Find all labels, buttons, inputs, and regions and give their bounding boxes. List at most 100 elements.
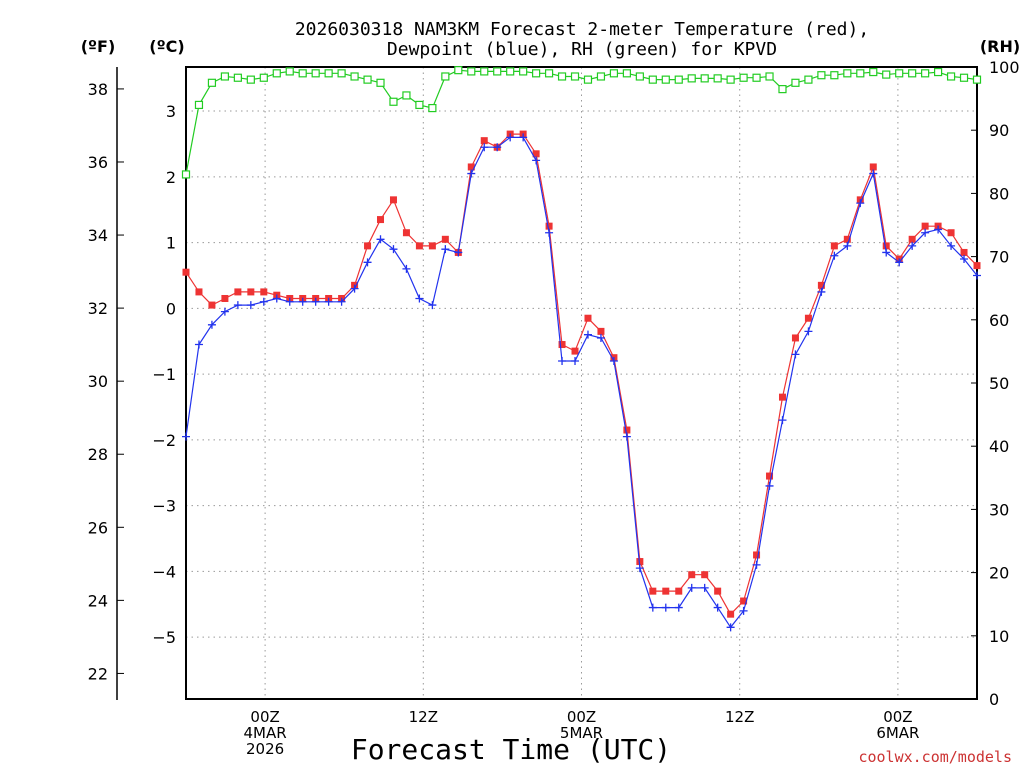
fahrenheit-tick-label: 36 bbox=[88, 153, 108, 172]
axes bbox=[116, 66, 978, 700]
temperature-point bbox=[467, 163, 475, 171]
dewpoint-point bbox=[311, 297, 320, 306]
time-tick-label: 00Z bbox=[250, 708, 279, 726]
dewpoint-point bbox=[233, 301, 242, 310]
temperature-point bbox=[623, 426, 631, 434]
temperature-point bbox=[597, 327, 605, 335]
celsius-tick-label: 3 bbox=[166, 102, 176, 121]
rh-tick-label: 50 bbox=[989, 374, 1009, 393]
dewpoint-point bbox=[765, 481, 774, 490]
temperature-point bbox=[675, 587, 683, 595]
celsius-tick-label: 0 bbox=[166, 299, 176, 318]
temperature-point bbox=[960, 248, 968, 256]
rh-point bbox=[506, 67, 515, 76]
dewpoint-point bbox=[415, 294, 424, 303]
temperature-point bbox=[908, 235, 916, 243]
rh-tick-label: 30 bbox=[989, 500, 1009, 519]
temperature-point bbox=[208, 301, 216, 309]
rh-point bbox=[648, 75, 657, 84]
rh-point bbox=[830, 71, 839, 80]
rh-point bbox=[402, 91, 411, 100]
dewpoint-point bbox=[882, 248, 891, 257]
fahrenheit-tick-label: 38 bbox=[88, 80, 108, 99]
rh-tick-label: 80 bbox=[989, 184, 1009, 203]
celsius-tick-label: −1 bbox=[152, 365, 176, 384]
rh-unit-label: (RH) bbox=[980, 37, 1020, 56]
rh-point bbox=[376, 78, 385, 87]
rh-point bbox=[921, 69, 930, 78]
rh-point bbox=[259, 73, 268, 82]
rh-point bbox=[363, 75, 372, 84]
rh-point bbox=[843, 69, 852, 78]
rh-point bbox=[493, 67, 502, 76]
dewpoint-point bbox=[869, 169, 878, 178]
dewpoint-point bbox=[921, 228, 930, 237]
dewpoint-point bbox=[220, 307, 229, 316]
rh-point bbox=[856, 69, 865, 78]
rh-point bbox=[428, 103, 437, 113]
celsius-tick-label: −2 bbox=[152, 431, 176, 450]
temperature-point bbox=[701, 571, 709, 579]
rh-point bbox=[570, 72, 580, 81]
rh-point bbox=[454, 66, 463, 75]
rh-point bbox=[687, 74, 696, 83]
rh-point bbox=[713, 74, 722, 83]
rh-point bbox=[804, 75, 813, 84]
dewpoint-point bbox=[480, 143, 489, 152]
temperature-point bbox=[532, 150, 540, 158]
rh-tick-label: 10 bbox=[989, 627, 1009, 646]
rh-point bbox=[415, 100, 424, 110]
chart-title-line-1: 2026030318 NAM3KM Forecast 2-meter Tempe… bbox=[295, 19, 869, 40]
dewpoint-point bbox=[622, 432, 631, 441]
rh-point bbox=[337, 69, 346, 78]
rh-point bbox=[895, 69, 904, 78]
temperature-point bbox=[662, 587, 670, 595]
temperature-point bbox=[428, 242, 436, 250]
time-tick-label: 12Z bbox=[409, 708, 438, 726]
celsius-tick-label: 1 bbox=[166, 234, 176, 253]
temperature-point bbox=[402, 229, 410, 237]
dewpoint-point bbox=[596, 333, 605, 342]
dewpoint-point bbox=[713, 603, 722, 612]
dewpoint-point bbox=[583, 330, 592, 339]
celsius-unit-label: (ºC) bbox=[149, 37, 184, 56]
dewpoint-point bbox=[609, 356, 618, 365]
dewpoint-point bbox=[661, 603, 670, 612]
rh-tick-label: 70 bbox=[989, 248, 1009, 267]
time-tick-label: 00Z bbox=[567, 708, 596, 726]
rh-point bbox=[311, 69, 320, 78]
temperature-point bbox=[480, 137, 488, 145]
rh-point bbox=[557, 72, 567, 81]
celsius-tick-label: −3 bbox=[152, 497, 176, 516]
rh-point bbox=[324, 69, 333, 78]
grid-lines bbox=[186, 67, 977, 699]
time-tick-label: 12Z bbox=[725, 708, 754, 726]
dewpoint-point bbox=[298, 297, 307, 306]
temperature-point bbox=[571, 347, 579, 355]
dewpoint-point bbox=[739, 606, 748, 615]
temperature-point bbox=[364, 242, 372, 250]
dewpoint-point bbox=[545, 228, 554, 237]
temperature-point bbox=[584, 314, 592, 322]
dewpoint-point bbox=[207, 320, 216, 329]
fahrenheit-unit-label: (ºF) bbox=[81, 37, 116, 56]
temperature-point bbox=[688, 571, 696, 579]
fahrenheit-tick-label: 32 bbox=[88, 299, 108, 318]
dewpoint-point bbox=[635, 564, 644, 573]
dewpoint-point bbox=[778, 416, 787, 425]
dewpoint-point bbox=[506, 133, 515, 142]
rh-point bbox=[389, 97, 398, 106]
dewpoint-point bbox=[363, 258, 372, 267]
rh-point bbox=[933, 67, 943, 77]
dewpoint-point bbox=[285, 297, 294, 306]
fahrenheit-tick-label: 34 bbox=[88, 226, 108, 245]
rh-point bbox=[972, 75, 982, 84]
rh-tick-label: 0 bbox=[989, 690, 999, 709]
dewpoint-point bbox=[532, 156, 541, 165]
rh-point bbox=[946, 72, 956, 81]
rh-point bbox=[622, 69, 631, 78]
rh-point bbox=[674, 75, 683, 84]
dewpoint-point bbox=[194, 340, 203, 349]
rh-point bbox=[519, 67, 528, 76]
